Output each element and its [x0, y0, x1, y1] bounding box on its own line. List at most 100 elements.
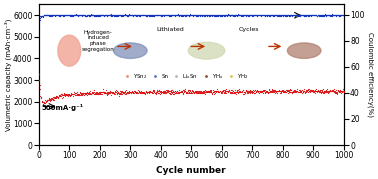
Point — [116, 14, 122, 16]
Point — [48, 96, 54, 99]
Point — [228, 13, 234, 16]
Point — [222, 90, 228, 92]
Point — [130, 91, 136, 94]
Point — [46, 98, 52, 101]
Point — [154, 90, 160, 93]
Point — [150, 91, 156, 94]
Point — [301, 14, 307, 17]
Point — [336, 14, 342, 17]
Point — [314, 90, 320, 93]
Point — [266, 90, 273, 92]
Point — [241, 90, 247, 93]
Point — [237, 14, 243, 17]
Point — [187, 13, 193, 16]
Point — [193, 14, 199, 17]
Point — [300, 90, 306, 92]
Point — [293, 90, 299, 93]
Point — [223, 91, 229, 94]
Point — [337, 14, 343, 16]
Point — [177, 13, 183, 16]
Point — [224, 14, 230, 17]
Point — [177, 14, 183, 16]
Point — [178, 14, 184, 17]
Point — [237, 90, 243, 93]
Point — [306, 89, 312, 92]
Point — [339, 14, 345, 16]
Point — [232, 88, 238, 91]
Point — [311, 90, 317, 93]
Point — [215, 91, 221, 93]
Point — [312, 14, 318, 16]
Point — [153, 14, 159, 17]
Point — [64, 92, 70, 95]
Point — [56, 95, 62, 98]
Point — [50, 14, 56, 17]
Point — [308, 14, 314, 17]
Point — [265, 91, 271, 94]
Point — [71, 93, 77, 96]
Point — [184, 14, 190, 17]
Point — [332, 90, 338, 93]
Point — [274, 91, 280, 94]
Point — [59, 94, 65, 96]
Point — [171, 14, 177, 16]
Point — [180, 14, 186, 16]
Point — [258, 91, 264, 93]
Point — [338, 90, 344, 92]
Point — [173, 91, 179, 94]
Point — [176, 91, 182, 94]
Point — [163, 90, 169, 93]
Point — [201, 91, 207, 94]
Point — [132, 13, 138, 16]
Point — [186, 90, 192, 93]
Point — [168, 14, 174, 17]
Point — [81, 14, 87, 17]
Point — [52, 13, 58, 16]
Point — [69, 93, 75, 96]
Point — [42, 98, 48, 101]
Point — [293, 14, 299, 17]
Point — [59, 14, 65, 16]
Point — [307, 89, 313, 92]
Point — [316, 90, 322, 93]
Point — [328, 89, 335, 92]
Point — [273, 14, 279, 17]
Point — [141, 91, 147, 94]
Point — [40, 103, 46, 105]
Point — [270, 14, 276, 17]
Point — [296, 90, 302, 93]
Point — [224, 14, 230, 17]
Point — [319, 88, 325, 91]
Point — [174, 90, 180, 93]
Point — [53, 95, 59, 98]
Point — [48, 13, 54, 16]
Point — [169, 14, 175, 17]
Point — [258, 14, 264, 17]
Point — [172, 14, 178, 17]
Point — [84, 14, 90, 17]
Point — [164, 14, 170, 16]
Point — [322, 14, 328, 17]
Point — [309, 14, 315, 16]
Point — [125, 14, 132, 17]
Point — [180, 14, 186, 16]
Point — [241, 90, 247, 93]
Point — [150, 88, 156, 91]
Point — [187, 89, 193, 92]
Point — [273, 13, 279, 16]
Point — [303, 14, 309, 17]
Point — [192, 13, 198, 16]
Point — [55, 96, 61, 99]
Point — [150, 14, 156, 17]
Point — [329, 88, 335, 91]
Point — [45, 14, 51, 16]
Point — [206, 91, 212, 94]
Point — [236, 90, 242, 93]
Point — [68, 15, 74, 18]
Point — [207, 14, 213, 17]
Point — [246, 90, 252, 93]
Point — [231, 90, 237, 93]
Point — [64, 94, 70, 97]
Point — [36, 25, 42, 28]
Point — [78, 14, 84, 16]
